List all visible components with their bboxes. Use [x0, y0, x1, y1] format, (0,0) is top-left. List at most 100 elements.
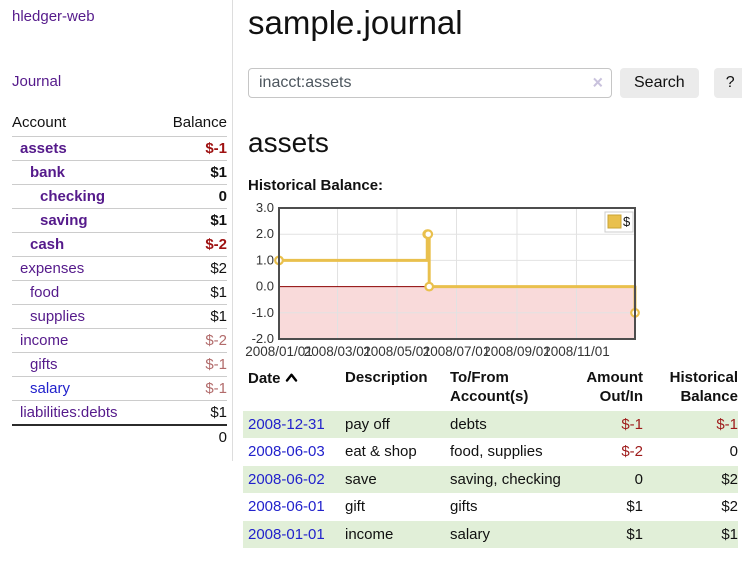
account-name-cell: expenses [12, 256, 173, 281]
accounts-total-spacer [12, 424, 173, 449]
register-balance: 0 [729, 443, 738, 461]
register-header-accounts: To/From Account(s) [450, 369, 529, 405]
account-row: cash $-2 [12, 232, 227, 257]
register-row: 2008-06-03 eat & shop food, supplies $-2 0 [243, 438, 738, 466]
account-balance: $1 [172, 304, 227, 329]
register-header-date[interactable]: Date [243, 365, 345, 411]
accounts-total-value: 0 [172, 424, 227, 449]
register-row: 2008-01-01 income salary $1 $1 [243, 520, 738, 549]
transaction-date-link[interactable]: 2008-06-03 [248, 443, 325, 461]
register-table: Date Description To/From Account(s) Amou… [243, 365, 738, 549]
account-name-cell: gifts [12, 352, 173, 377]
page-title: sample.journal [248, 4, 463, 41]
register-amount: $1 [626, 525, 643, 543]
register-date-cell: 2008-06-01 [243, 493, 345, 521]
account-row: bank $1 [12, 160, 227, 185]
account-heading: assets [248, 126, 329, 158]
account-link[interactable]: cash [30, 236, 65, 253]
register-header-date-label: Date [248, 370, 281, 388]
account-name-cell: food [12, 280, 173, 305]
account-link[interactable]: liabilities:debts [20, 404, 118, 421]
register-date-cell: 2008-06-02 [243, 466, 345, 494]
register-accounts: food, supplies [450, 443, 543, 461]
accounts-table: Account Balance assets $-1 bank $1 checking 0… [12, 111, 227, 449]
register-description: gift [345, 498, 366, 516]
transaction-date-link[interactable]: 2008-06-02 [248, 470, 325, 488]
brand-link[interactable]: hledger-web [12, 8, 95, 25]
register-amount: 0 [634, 470, 643, 488]
account-link[interactable]: expenses [20, 260, 85, 277]
account-row: salary $-1 [12, 376, 227, 401]
account-name-cell: saving [12, 208, 173, 233]
search-input[interactable] [248, 67, 612, 98]
svg-text:2008/05/01: 2008/05/01 [363, 344, 431, 359]
sort-asc-icon [285, 369, 298, 388]
svg-text:2008/03/01: 2008/03/01 [304, 344, 372, 359]
account-balance: $1 [172, 208, 227, 233]
register-description: eat & shop [345, 443, 417, 461]
search-input-wrap: × [248, 67, 612, 98]
account-link[interactable]: income [20, 332, 69, 349]
svg-text:2.0: 2.0 [256, 226, 274, 241]
account-balance: $1 [172, 160, 227, 185]
historical-balance-chart: $3.0 2.0 1.0 0.0 -1.0 -2.02008/01/012008/03/0… [245, 200, 640, 359]
register-header-row: Date Description To/From Account(s) Amou… [243, 365, 738, 411]
register-description: pay off [345, 415, 390, 433]
account-balance: $1 [172, 280, 227, 305]
account-name-cell: assets [12, 136, 173, 161]
register-accounts: debts [450, 415, 487, 433]
register-date-cell: 2008-06-03 [243, 438, 345, 466]
chart-title: Historical Balance: [248, 177, 384, 195]
account-balance: 0 [172, 184, 227, 209]
help-button[interactable]: ? [713, 67, 742, 98]
register-header-amount: Amount Out/In [586, 369, 643, 405]
account-link[interactable]: food [30, 284, 60, 301]
account-name-cell: checking [12, 184, 173, 209]
register-accounts: gifts [450, 498, 478, 516]
search-form: × Search ? [248, 67, 742, 98]
account-row: gifts $-1 [12, 352, 227, 377]
account-name-cell: salary [12, 376, 173, 401]
register-amount: $-2 [621, 443, 643, 461]
register-accounts: saving, checking [450, 470, 561, 488]
sidebar-item-journal[interactable]: Journal [12, 73, 62, 90]
accounts-total-row: 0 [12, 424, 227, 449]
register-header-description: Description [345, 369, 428, 387]
register-balance: $1 [721, 525, 738, 543]
account-balance: $-2 [172, 232, 227, 257]
svg-text:3.0: 3.0 [256, 200, 274, 215]
account-balance: $2 [172, 256, 227, 281]
search-button[interactable]: Search [620, 67, 699, 98]
account-link[interactable]: bank [30, 164, 66, 181]
svg-text:2008/01/01: 2008/01/01 [245, 344, 313, 359]
transaction-date-link[interactable]: 2008-12-31 [248, 415, 325, 433]
account-link[interactable]: salary [30, 380, 71, 397]
svg-text:0.0: 0.0 [256, 279, 274, 294]
transaction-date-link[interactable]: 2008-06-01 [248, 498, 325, 516]
account-link[interactable]: supplies [30, 308, 86, 325]
clear-search-icon[interactable]: × [592, 72, 603, 93]
sidebar: hledger-web Journal Account Balance asse… [0, 0, 233, 461]
account-row: income $-2 [12, 328, 227, 353]
account-row: supplies $1 [12, 304, 227, 329]
account-balance: $1 [172, 400, 227, 425]
transaction-date-link[interactable]: 2008-01-01 [248, 525, 325, 543]
register-row: 2008-06-01 gift gifts $1 $2 [243, 493, 738, 521]
account-link[interactable]: checking [40, 188, 106, 205]
hledger-web-app: hledger-web Journal Account Balance asse… [0, 0, 742, 549]
register-balance: $2 [721, 498, 738, 516]
account-balance: $-2 [172, 328, 227, 353]
register-date-cell: 2008-01-01 [243, 521, 345, 549]
account-link[interactable]: gifts [30, 356, 58, 373]
register-balance: $-1 [716, 415, 738, 433]
account-link[interactable]: assets [20, 140, 67, 157]
account-name-cell: liabilities:debts [12, 400, 173, 425]
register-amount: $1 [626, 498, 643, 516]
register-amount: $-1 [621, 415, 643, 433]
main-content: sample.journal × Search ? assets Histori… [233, 0, 742, 549]
svg-text:-2.0: -2.0 [252, 331, 274, 346]
account-balance: $-1 [172, 136, 227, 161]
svg-text:2008/11/01: 2008/11/01 [543, 344, 610, 359]
account-link[interactable]: saving [40, 212, 88, 229]
account-row: food $1 [12, 280, 227, 305]
